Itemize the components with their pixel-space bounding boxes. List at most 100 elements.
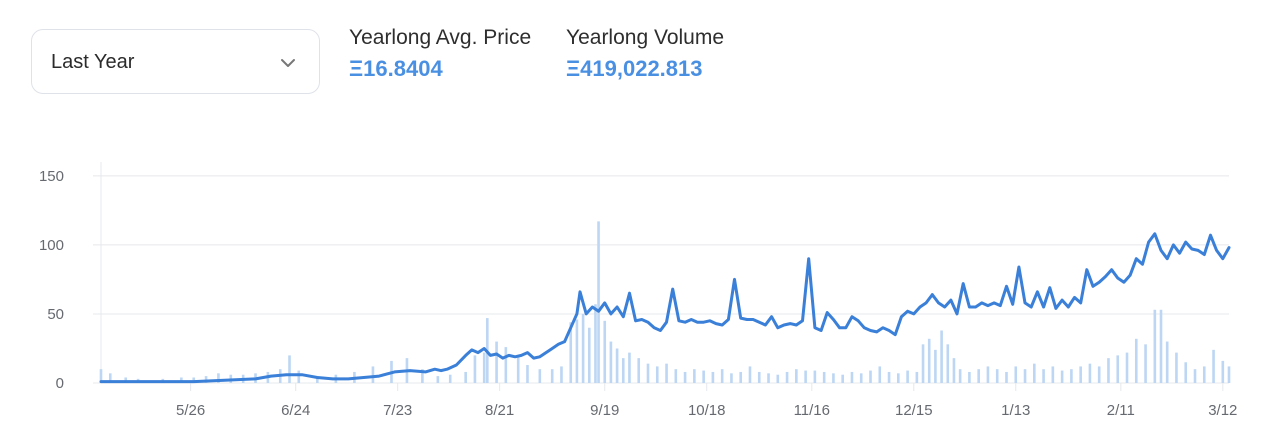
x-tick-label: 6/24 <box>281 402 310 419</box>
volume-bar <box>832 373 835 383</box>
volume-bar <box>516 356 520 383</box>
y-tick-label: 150 <box>39 168 64 185</box>
volume-bar <box>1033 363 1036 383</box>
volume-bar <box>1221 360 1225 383</box>
volume-bar <box>785 371 789 383</box>
volume-bar <box>1227 366 1231 383</box>
volume-bar <box>1023 369 1027 383</box>
avg-price-value: Ξ16.8404 <box>349 56 443 81</box>
volume-bar <box>915 371 919 383</box>
x-tick-label: 11/16 <box>794 402 830 419</box>
volume-bar <box>878 366 882 383</box>
volume-bar <box>1070 369 1073 383</box>
volume-bar <box>1116 355 1120 383</box>
y-tick-label: 100 <box>39 237 64 254</box>
volume-bar <box>927 338 931 383</box>
volume-bar <box>1212 349 1215 383</box>
period-select[interactable]: Last Year <box>31 29 320 94</box>
volume-bar <box>1005 371 1008 383</box>
volume-bar <box>859 373 863 383</box>
volume-bar <box>822 371 826 383</box>
volume-bar <box>495 341 498 383</box>
volume-bar <box>297 370 301 383</box>
x-tick-label: 3/12 <box>1208 402 1237 419</box>
volume-bar <box>748 366 752 383</box>
volume-bar <box>986 366 990 383</box>
volume-bar <box>1042 369 1045 383</box>
period-select-value: Last Year <box>51 51 135 73</box>
volume-bar <box>603 320 607 383</box>
volume-bar <box>906 370 909 383</box>
price-line-path <box>99 232 1231 384</box>
volume-label: Yearlong Volume <box>566 26 725 49</box>
volume-bar <box>813 370 817 383</box>
volume-bar <box>526 365 529 383</box>
volume-bar <box>869 370 872 383</box>
x-tick-label: 1/13 <box>1001 402 1030 419</box>
volume-bar <box>637 358 641 383</box>
volume-bar <box>1107 358 1110 383</box>
volume-bar <box>108 373 112 383</box>
volume-bar <box>1014 366 1018 383</box>
x-tick-label: 9/19 <box>590 402 619 419</box>
volume-bar <box>995 369 999 383</box>
volume-bar <box>646 363 650 383</box>
volume-stat: Yearlong Volume Ξ419,022.813 <box>566 26 724 82</box>
volume-bar <box>683 371 687 383</box>
volume-bar <box>436 376 440 383</box>
volume-bar <box>1184 362 1188 383</box>
x-tick-label: 12/15 <box>895 402 933 419</box>
volume-bar <box>615 348 619 383</box>
volume-bar <box>482 352 486 383</box>
volume-bar <box>1165 341 1169 383</box>
volume-bar <box>1060 370 1064 383</box>
volume-bar <box>850 371 854 383</box>
volume-bar <box>575 319 579 383</box>
volume-bar <box>711 371 715 383</box>
volume-bar <box>1088 363 1092 383</box>
volume-bar <box>371 366 375 383</box>
volume-bar <box>952 358 956 383</box>
volume-bar <box>288 355 291 383</box>
volume-bar <box>720 369 724 383</box>
volume-bar <box>448 374 452 383</box>
volume-bar <box>1202 366 1206 383</box>
volume-bar <box>1193 369 1197 383</box>
volume-bar <box>1144 344 1147 383</box>
chevron-down-icon <box>281 59 295 67</box>
volume-bar <box>887 371 891 383</box>
volume-bar <box>940 330 943 383</box>
volume-bar <box>621 358 625 383</box>
volume-bar <box>597 221 600 383</box>
x-tick-label: 10/18 <box>688 402 726 419</box>
volume-bar <box>958 369 962 383</box>
volume-bar <box>609 341 613 383</box>
volume-bar <box>934 349 937 383</box>
volume-bar <box>665 363 668 383</box>
volume-bar <box>473 355 477 383</box>
price-line <box>99 232 1231 384</box>
volume-bar <box>674 369 678 383</box>
volume-bar <box>921 344 925 383</box>
volume-bar <box>1134 338 1138 383</box>
volume-bar <box>1051 366 1055 383</box>
axis-ticks: 0 50 100 150 5/26 6/24 7/23 8/21 9/19 10/18 11/16 1… <box>39 168 1237 419</box>
volume-bar <box>550 369 554 383</box>
volume-bar <box>99 369 103 383</box>
volume-bar <box>1079 366 1082 383</box>
volume-bar <box>1097 366 1101 383</box>
volume-bar <box>316 376 319 383</box>
volume-bar <box>628 352 631 383</box>
volume-bar <box>464 371 467 383</box>
volume-bar <box>1125 352 1129 383</box>
volume-bar <box>560 366 563 383</box>
volume-bar <box>581 313 585 383</box>
volume-bar <box>569 322 573 383</box>
volume-bar <box>804 370 807 383</box>
x-tick-label: 5/26 <box>176 402 205 419</box>
volume-bar <box>968 371 971 383</box>
volume-bar <box>594 304 597 383</box>
volume-bar <box>587 327 591 383</box>
chart-grid <box>93 162 1229 391</box>
avg-price-label: Yearlong Avg. Price <box>349 26 532 49</box>
